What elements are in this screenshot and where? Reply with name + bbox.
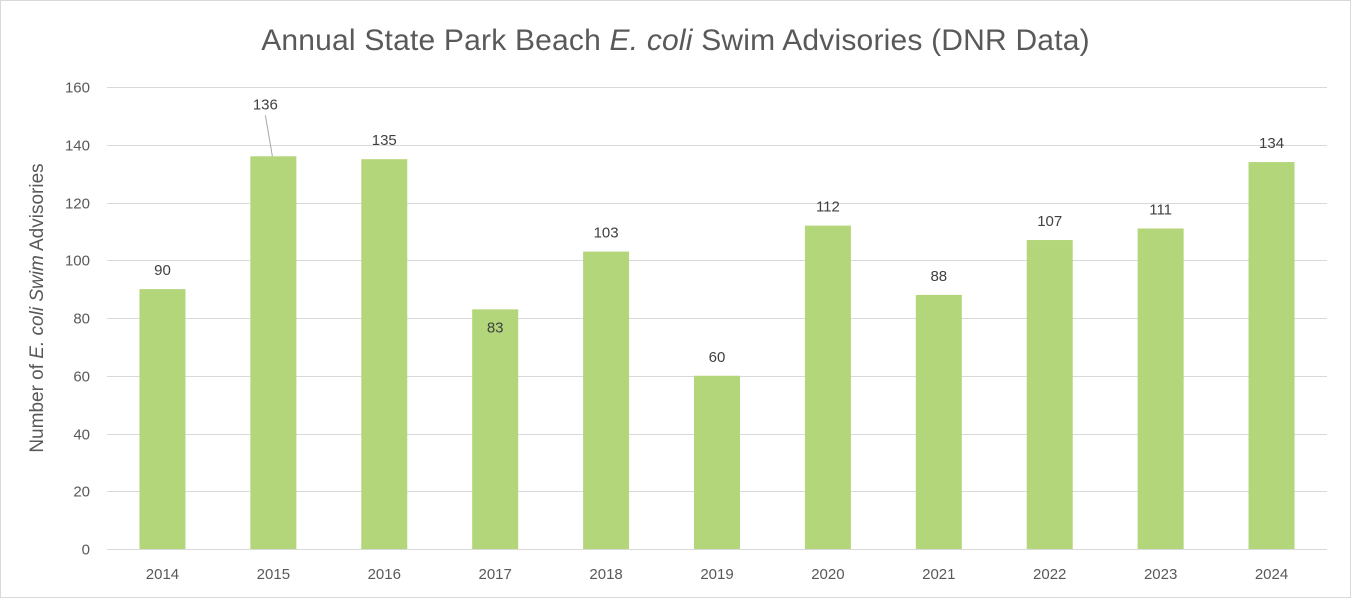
y-tick-label: 140 [65, 138, 90, 155]
bar [361, 159, 408, 549]
x-tick-label: 2024 [1255, 566, 1288, 583]
x-tick-label: 2021 [922, 566, 955, 583]
data-label: 83 [487, 319, 504, 336]
x-tick-label: 2019 [700, 566, 733, 583]
bar [1137, 228, 1184, 550]
data-label: 136 [253, 96, 278, 113]
x-tick-label: 2018 [589, 566, 622, 583]
x-tick-label: 2015 [257, 566, 290, 583]
y-tick-label: 20 [73, 484, 90, 501]
y-tick-label: 160 [65, 80, 90, 97]
data-label: 107 [1037, 213, 1062, 230]
y-tick-label: 100 [65, 253, 90, 270]
y-tick-label: 60 [73, 369, 90, 386]
y-tick-label: 0 [82, 542, 90, 559]
bar [804, 225, 851, 549]
data-label: 90 [154, 262, 171, 279]
data-label: 112 [816, 199, 840, 216]
chart-title: Annual State Park Beach E. coli Swim Adv… [0, 24, 1351, 58]
y-tick-label: 40 [73, 427, 90, 444]
x-tick-label: 2020 [811, 566, 844, 583]
x-tick-label: 2014 [146, 566, 179, 583]
y-tick-label: 120 [65, 196, 90, 213]
leader-line [264, 115, 273, 157]
bar [1026, 240, 1073, 549]
data-label: 135 [372, 132, 397, 149]
data-label: 134 [1259, 135, 1284, 152]
data-label: 111 [1149, 201, 1172, 218]
bar [1248, 162, 1295, 549]
title-part-3: Swim Advisories (DNR Data) [692, 24, 1090, 57]
x-tick-label: 2023 [1144, 566, 1177, 583]
bar [915, 294, 962, 549]
data-label: 60 [709, 349, 726, 366]
x-tick-label: 2016 [368, 566, 401, 583]
y-tick-label: 80 [73, 311, 90, 328]
bar [472, 309, 519, 549]
bar [139, 289, 186, 549]
title-part-2: E. coli [609, 24, 693, 57]
data-label: 103 [594, 225, 619, 242]
bar [250, 156, 297, 550]
x-tick-label: 2017 [478, 566, 511, 583]
bar [694, 375, 740, 549]
x-tick-label: 2022 [1033, 566, 1066, 583]
title-part-1: Annual State Park Beach [261, 24, 610, 57]
data-label: 88 [930, 268, 947, 285]
bar [583, 251, 630, 549]
